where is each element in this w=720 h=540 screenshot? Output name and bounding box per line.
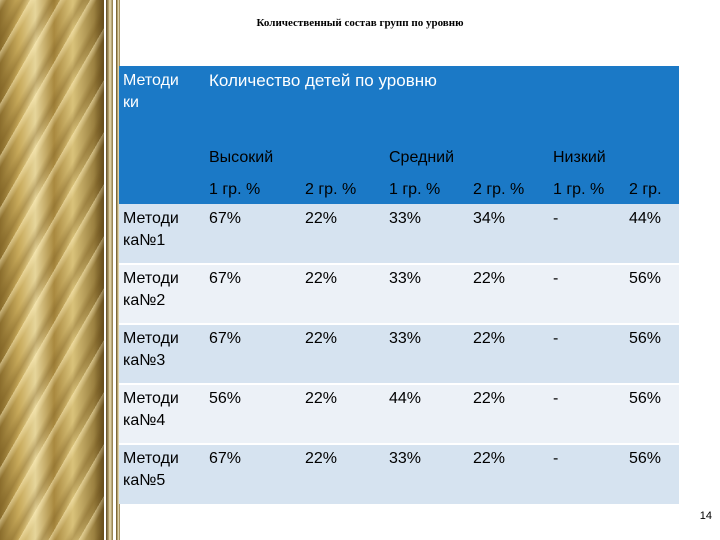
table-cell: 34%: [473, 210, 506, 227]
table-cell: 67%: [209, 210, 242, 227]
table-cell: 22%: [305, 330, 338, 347]
table-cell: 67%: [209, 330, 242, 347]
slide-title: Количественный состав групп по уровню: [256, 17, 464, 29]
decorative-gold-rail-thin: [116, 0, 120, 540]
table-row: [119, 204, 679, 264]
table-row: [119, 384, 679, 444]
decorative-gold-rail: [106, 0, 113, 540]
group-header: 2 гр. %: [305, 181, 357, 198]
table-cell: 22%: [305, 450, 338, 467]
row-separator: [119, 383, 679, 385]
table-cell: 44%: [389, 390, 422, 407]
level-header-high: Высокий: [209, 149, 274, 166]
group-header: 1 гр. %: [553, 181, 605, 198]
row-label: ка№3: [123, 352, 166, 369]
table-cell: -: [553, 450, 559, 467]
table-row: [119, 324, 679, 384]
row-label: ка№1: [123, 232, 166, 249]
level-header-low: Низкий: [553, 149, 606, 166]
main-header: Количество детей по уровню: [209, 71, 437, 90]
table-cell: 33%: [389, 330, 422, 347]
table-cell: -: [553, 390, 559, 407]
table-cell: -: [553, 270, 559, 287]
table-cell: 67%: [209, 270, 242, 287]
row-label: ка№5: [123, 472, 166, 489]
table-cell: 22%: [473, 330, 506, 347]
row-label: ка№4: [123, 412, 166, 429]
table-cell: 67%: [209, 450, 242, 467]
table-cell: 56%: [629, 450, 662, 467]
table-cell: -: [553, 330, 559, 347]
table-cell: 22%: [305, 390, 338, 407]
table-cell: 22%: [473, 450, 506, 467]
table-cell: 56%: [629, 270, 662, 287]
table-cell: 33%: [389, 270, 422, 287]
table-cell: 56%: [209, 390, 242, 407]
group-header: 1 гр. %: [389, 181, 441, 198]
row-separator: [119, 323, 679, 325]
table-cell: -: [553, 210, 559, 227]
row-separator: [119, 443, 679, 445]
page-number: 14: [699, 510, 712, 522]
results-table: Методи ки Количество детей по уровню Выс…: [119, 66, 679, 504]
table-cell: 56%: [629, 390, 662, 407]
table-cell: 44%: [629, 210, 662, 227]
table-cell: 22%: [305, 270, 338, 287]
table-cell: 33%: [389, 450, 422, 467]
row-label: Методи: [123, 390, 179, 407]
row-separator: [119, 263, 679, 265]
table-cell: 33%: [389, 210, 422, 227]
table-header-band: [119, 66, 679, 204]
group-header: 2 гр. %: [473, 181, 525, 198]
table-cell: 22%: [473, 270, 506, 287]
table-cell: 22%: [305, 210, 338, 227]
table-row: [119, 264, 679, 324]
table-cell: 22%: [473, 390, 506, 407]
row-label: Методи: [123, 330, 179, 347]
corner-header-line1: Методи: [123, 72, 179, 89]
row-label: Методи: [123, 270, 179, 287]
table-row: [119, 444, 679, 504]
table-cell: 56%: [629, 330, 662, 347]
corner-header-line2: ки: [123, 94, 139, 111]
row-label: ка№2: [123, 292, 166, 309]
group-header: 1 гр. %: [209, 181, 261, 198]
row-label: Методи: [123, 210, 179, 227]
level-header-medium: Средний: [389, 149, 455, 166]
row-label: Методи: [123, 450, 179, 467]
decorative-gold-border: [0, 0, 104, 540]
